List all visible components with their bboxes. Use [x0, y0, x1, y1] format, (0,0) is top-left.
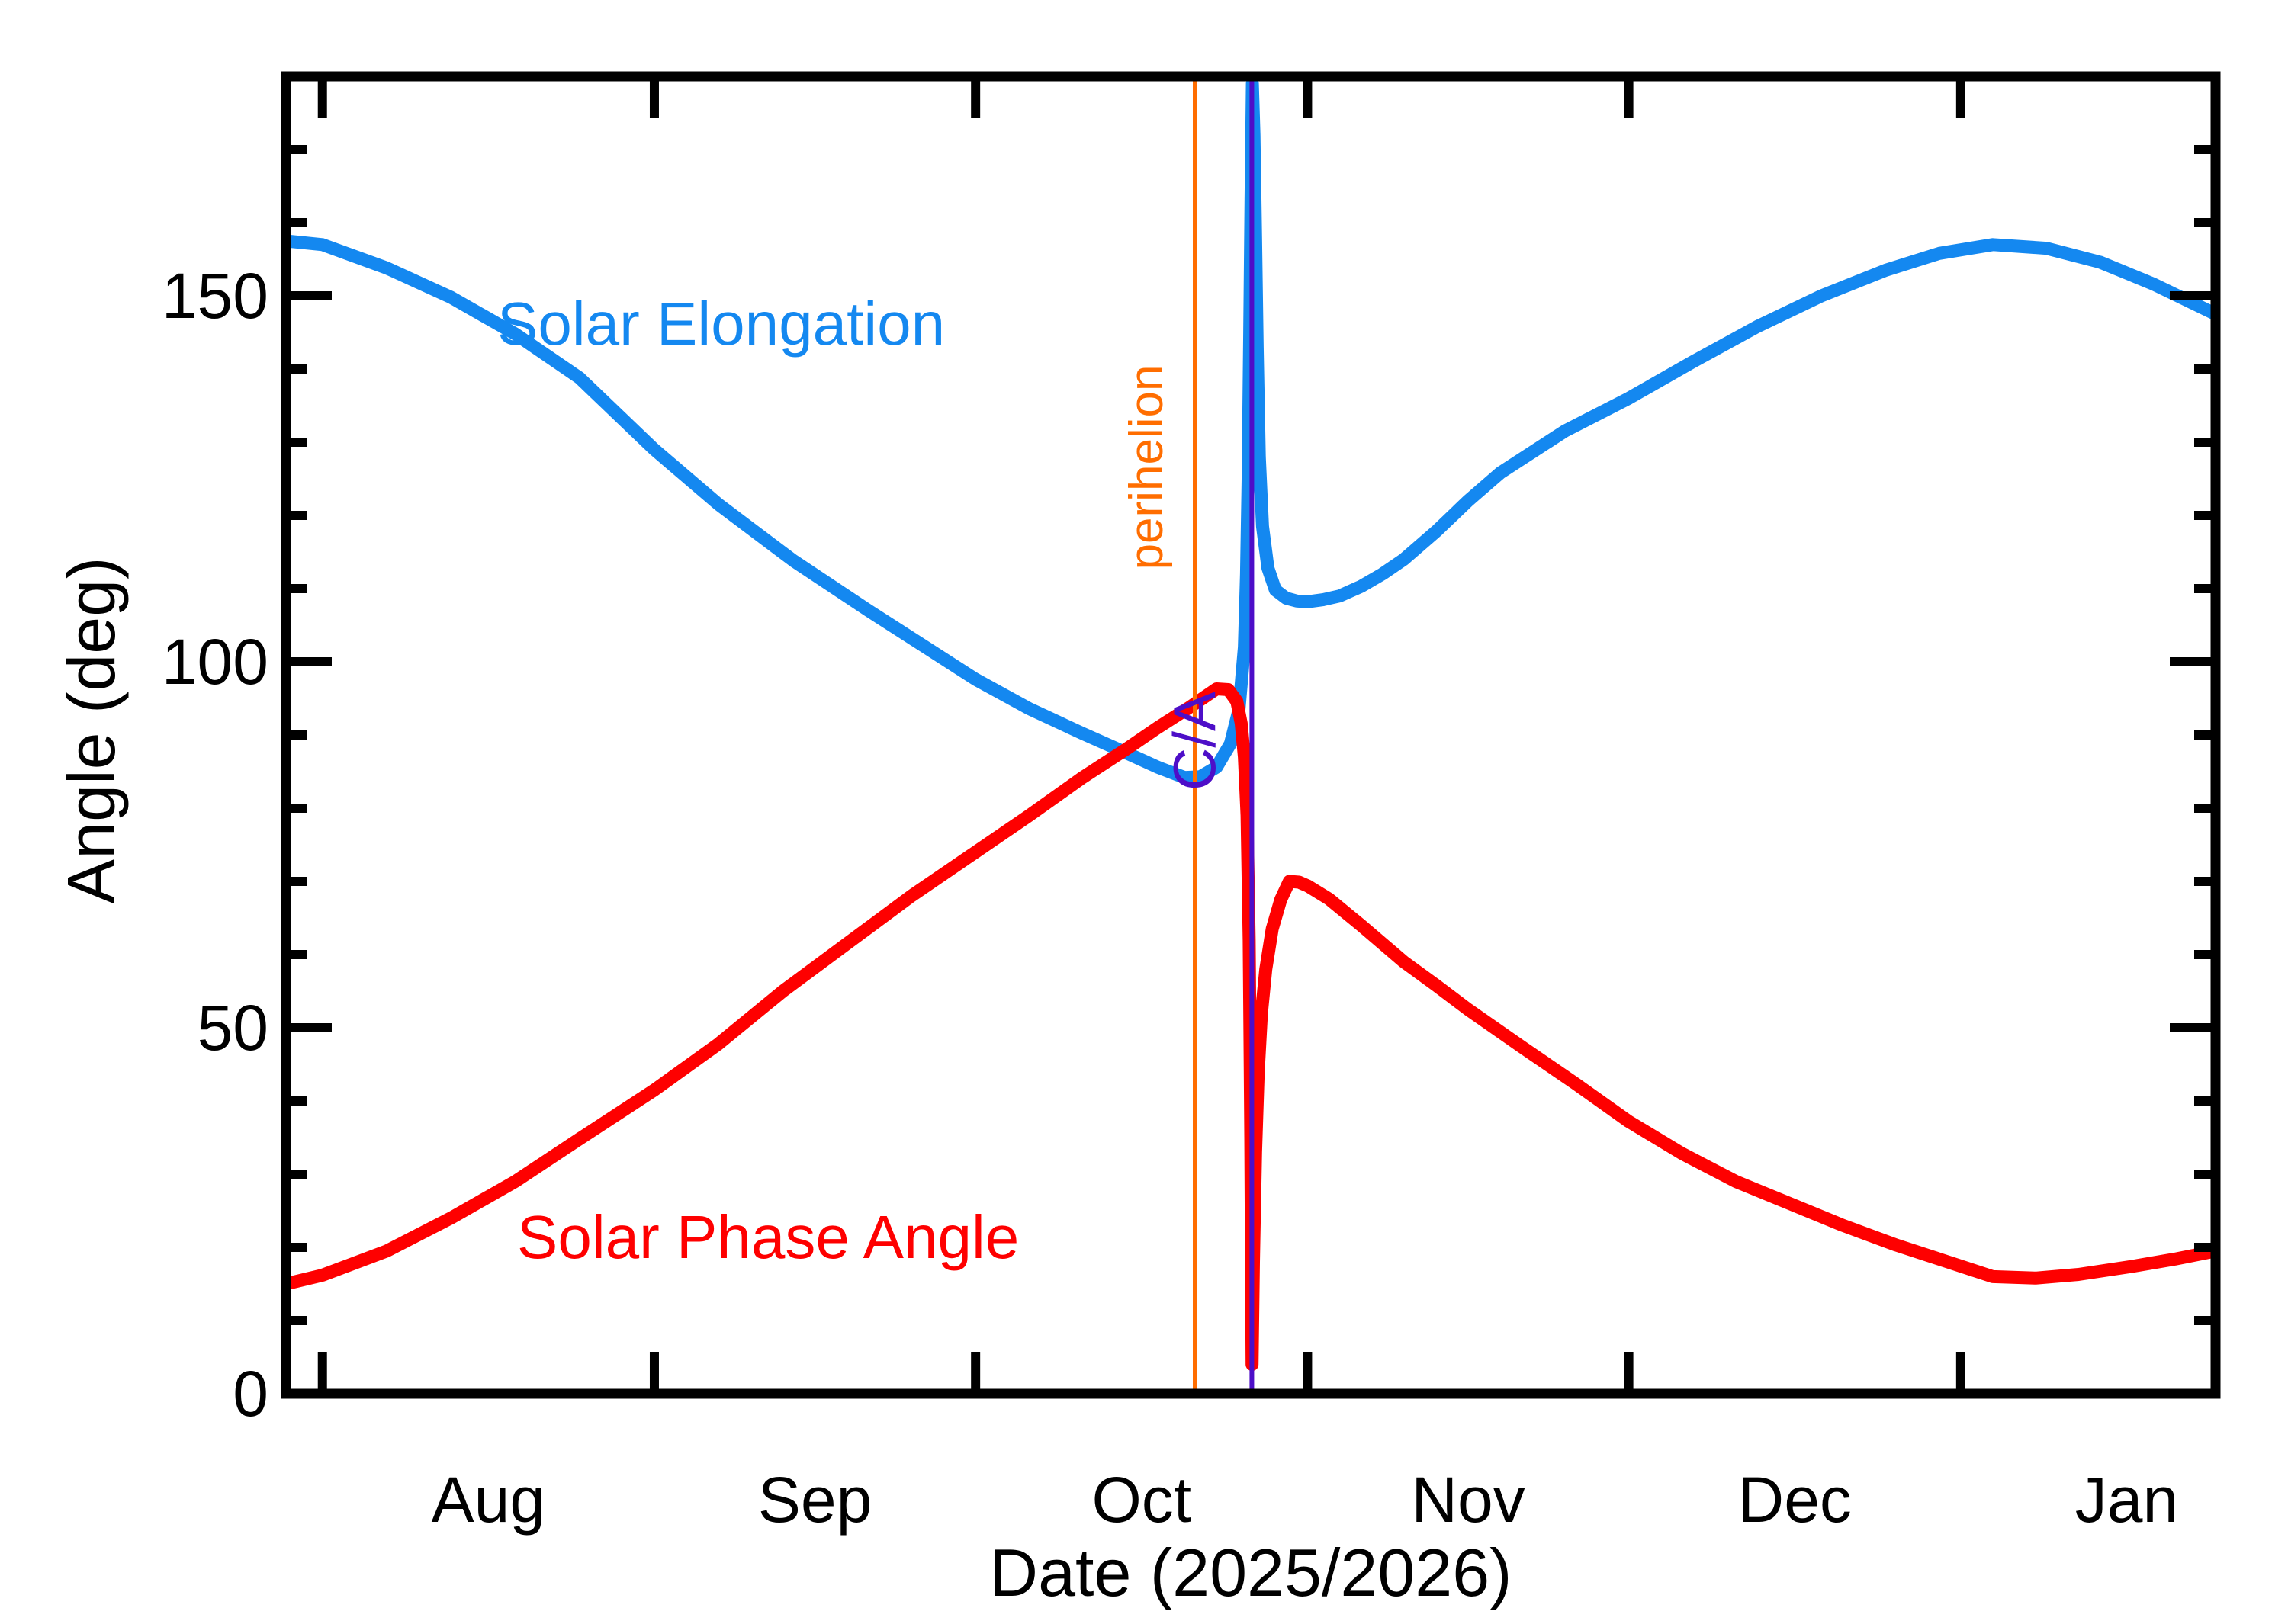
y-tick-label: 50 — [198, 992, 268, 1064]
y-tick-label: 100 — [162, 626, 268, 698]
axis-labels-layer: 0 50 100 150 Aug Sep Oct Nov Dec Jan — [162, 260, 2178, 1536]
series-path-solar-elongation — [281, 77, 2220, 785]
month-label-aug: Aug — [432, 1464, 545, 1536]
series-label-solar-phase-angle: Solar Phase Angle — [517, 1203, 1019, 1271]
y-axis-title: Angle (deg) — [53, 557, 129, 904]
month-label-dec: Dec — [1738, 1464, 1852, 1536]
axes-layer — [281, 71, 2221, 1399]
y-tick-label: 0 — [233, 1358, 268, 1430]
perihelion-label: perihelion — [1120, 365, 1173, 570]
curves-layer — [281, 77, 2220, 1372]
close-approach-label: C/A — [1161, 692, 1228, 791]
month-label-nov: Nov — [1411, 1464, 1525, 1536]
month-label-jan: Jan — [2075, 1464, 2178, 1536]
series-label-solar-elongation: Solar Elongation — [497, 290, 945, 358]
x-axis-title: Date (2025/2026) — [990, 1535, 1512, 1610]
month-label-sep: Sep — [758, 1464, 872, 1536]
month-label-oct: Oct — [1091, 1464, 1191, 1536]
y-tick-label: 150 — [162, 260, 268, 332]
annotation-lines-layer — [1192, 76, 1255, 1394]
series-path-solar-phase-angle — [281, 682, 2220, 1372]
